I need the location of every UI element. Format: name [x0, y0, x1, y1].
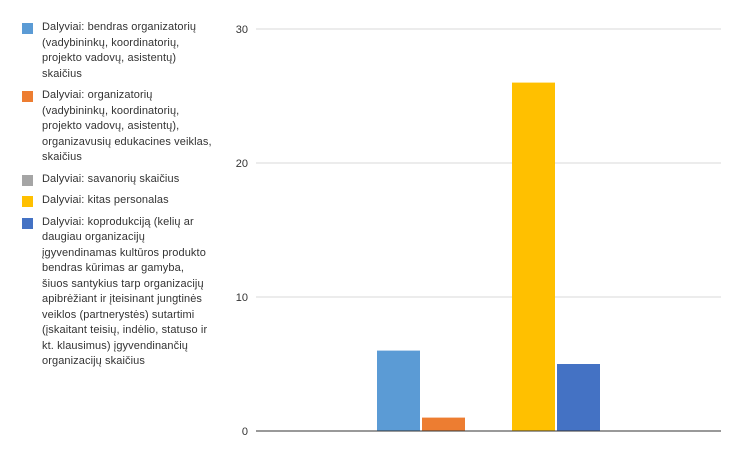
- legend-swatch: [22, 196, 33, 207]
- bar-series-5: [557, 364, 600, 431]
- y-tick-label: 10: [236, 292, 248, 304]
- grid-lines: [256, 28, 721, 298]
- bar-series-1: [377, 350, 420, 431]
- legend-item: Dalyviai: koprodukciją (kelių ar daugiau…: [22, 215, 212, 370]
- y-tick-label: 0: [242, 426, 248, 438]
- legend-label: Dalyviai: organizatorių (vadybininkų, ko…: [42, 89, 212, 163]
- y-axis-ticks: 0 10 20 30: [236, 24, 248, 438]
- legend-label: Dalyviai: kitas personalas: [42, 194, 169, 206]
- legend-label: Dalyviai: koprodukciją (kelių ar daugiau…: [42, 215, 208, 368]
- bar-series-2: [422, 417, 465, 431]
- chart-legend: Dalyviai: bendras organizatorių (vadybin…: [22, 20, 212, 376]
- legend-item: Dalyviai: savanorių skaičius: [22, 172, 212, 188]
- legend-swatch: [22, 217, 33, 229]
- legend-item: Dalyviai: organizatorių (vadybininkų, ko…: [22, 88, 212, 166]
- legend-label: Dalyviai: bendras organizatorių (vadybin…: [42, 21, 197, 80]
- bars: [377, 82, 600, 431]
- legend-swatch: [22, 91, 33, 102]
- legend-swatch: [22, 23, 33, 34]
- legend-label: Dalyviai: savanorių skaičius: [42, 172, 180, 185]
- y-tick-label: 30: [236, 24, 248, 36]
- legend-item: Dalyviai: kitas personalas: [22, 193, 212, 209]
- legend-swatch: [22, 174, 33, 186]
- y-tick-label: 20: [236, 158, 248, 170]
- bar-series-4: [512, 82, 555, 431]
- legend-item: Dalyviai: bendras organizatorių (vadybin…: [22, 20, 212, 82]
